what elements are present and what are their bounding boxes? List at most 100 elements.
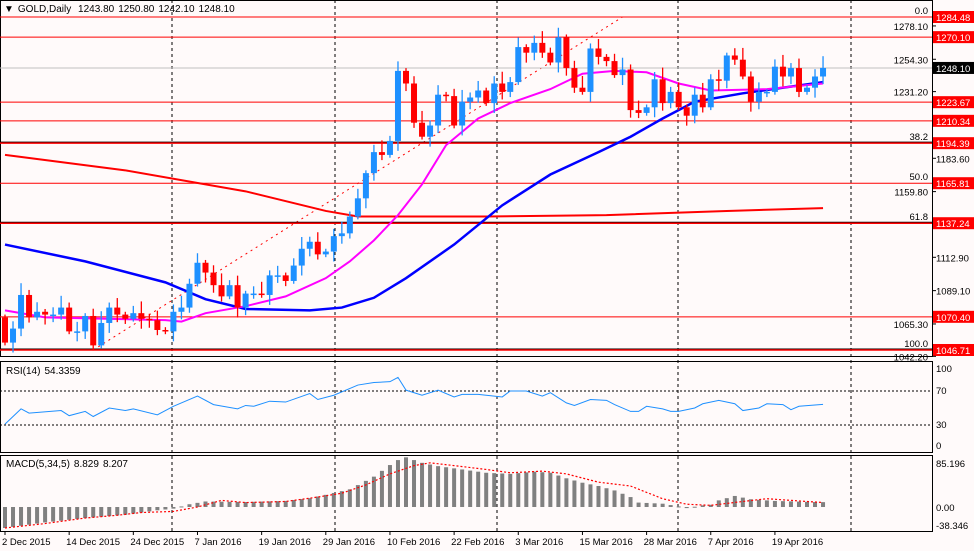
candle-bull — [691, 94, 698, 116]
macd-histogram-bar — [572, 480, 577, 507]
candle-bear — [731, 55, 738, 60]
candle-bear — [218, 285, 225, 297]
macd-histogram-bar — [764, 500, 769, 507]
rsi-axis-label: 70 — [936, 386, 947, 397]
candle-bear — [146, 318, 153, 321]
price-level-badge-label: 1046.71 — [936, 346, 970, 357]
macd-histogram-bar — [51, 507, 56, 522]
candle-bull — [98, 322, 105, 346]
macd-histogram-bar — [91, 507, 96, 518]
candle-bear — [419, 122, 426, 137]
fibonacci-level-label: 50.0 — [910, 172, 929, 183]
macd-histogram-bar — [436, 466, 441, 507]
candle-bear — [138, 313, 145, 319]
price-level-badge — [933, 310, 974, 323]
candle-bear — [675, 91, 682, 108]
macd-histogram-bar — [3, 507, 7, 528]
candle-bear — [579, 87, 586, 92]
candle-bear — [539, 42, 546, 53]
candle-bull — [667, 91, 674, 104]
candle-bear — [595, 48, 602, 57]
macd-histogram-bar — [211, 501, 216, 507]
macd-signal-line — [4, 462, 824, 529]
candle-bear — [603, 56, 610, 62]
candle-bear — [635, 110, 642, 113]
macd-histogram-bar — [772, 500, 777, 507]
current-price-badge — [933, 61, 974, 74]
candle-bear — [699, 94, 706, 108]
candle-bear — [563, 37, 570, 69]
candle-bear — [547, 52, 554, 63]
candle-bear — [90, 315, 97, 346]
macd-histogram-bar — [620, 493, 625, 507]
candle-bear — [403, 70, 409, 84]
fibonacci-level-label: 38.2 — [910, 132, 929, 143]
triangle-down-icon[interactable]: ▼ — [4, 4, 14, 15]
price-axis-label: 1159.80 — [894, 188, 928, 199]
macd-histogram-bar — [155, 507, 160, 511]
high-value: 1250.80 — [118, 4, 155, 15]
macd-histogram-bar — [444, 467, 449, 507]
current-price-label: 1248.10 — [936, 64, 970, 75]
candle-bull — [755, 91, 762, 102]
candle-bull — [226, 285, 233, 297]
candle-bull — [370, 152, 377, 174]
macd-histogram-bar — [339, 491, 344, 507]
candle-bull — [354, 198, 361, 217]
macd-histogram-bar — [139, 507, 144, 513]
candle-bear — [258, 293, 265, 296]
macd-histogram-bar — [532, 471, 537, 507]
rsi-axis-label: 30 — [936, 420, 947, 431]
candle-bull — [10, 328, 17, 343]
candle-bear — [715, 79, 722, 81]
date-axis-label: 15 Mar 2016 — [579, 537, 632, 548]
candle-bull — [587, 48, 594, 92]
candle-bull — [643, 107, 650, 113]
rsi-name: RSI(14) — [6, 366, 41, 377]
macd-histogram-bar — [596, 486, 601, 507]
macd-histogram-bar — [668, 505, 673, 507]
rsi-label: RSI(14) 54.3359 — [6, 366, 85, 377]
date-axis-label: 2 Dec 2015 — [2, 537, 51, 548]
candle-bull — [346, 216, 353, 234]
macd-histogram-bar — [323, 494, 328, 507]
macd-histogram-bar — [660, 503, 665, 507]
macd-histogram-bar — [548, 472, 553, 507]
candle-bull — [787, 68, 794, 77]
candle-bear — [659, 79, 666, 104]
price-axis-label: 1042.20 — [894, 352, 928, 363]
date-axis-label: 24 Dec 2015 — [130, 537, 184, 548]
price-axis-label: 1278.10 — [894, 22, 928, 33]
macd-histogram-bar — [412, 460, 417, 507]
price-level-badge — [933, 217, 974, 230]
candle-bull — [435, 94, 442, 126]
price-axis-label: 1254.30 — [894, 55, 928, 66]
macd-histogram-bar — [123, 507, 128, 515]
candle-bear — [499, 83, 506, 92]
macd-histogram-bar — [748, 499, 753, 507]
macd-histogram-bar — [628, 497, 633, 507]
candle-bull — [515, 47, 522, 83]
fibonacci-level-label: 61.8 — [910, 212, 929, 223]
candle-bear — [210, 272, 217, 286]
candle-bull — [394, 70, 401, 141]
macd-histogram-bar — [163, 507, 168, 510]
macd-histogram-bar — [227, 501, 232, 507]
macd-histogram-bar — [371, 476, 376, 507]
candle-bear — [451, 96, 458, 126]
candle-bear — [443, 94, 450, 97]
macd-histogram-bar — [500, 473, 505, 507]
macd-histogram-bar — [428, 464, 433, 507]
macd-histogram-bar — [476, 471, 481, 507]
macd-histogram-bar — [219, 501, 224, 507]
macd-histogram-bar — [492, 473, 497, 507]
rsi-value: 54.3359 — [44, 366, 81, 377]
macd-histogram-bar — [556, 475, 561, 507]
candle-bear — [523, 47, 530, 53]
price-level-badge-label: 1194.39 — [936, 139, 970, 150]
price-axis-label: 1231.20 — [894, 88, 928, 99]
close-value: 1248.10 — [198, 4, 235, 15]
macd-histogram-bar — [75, 507, 80, 519]
macd-histogram-bar — [652, 503, 657, 507]
